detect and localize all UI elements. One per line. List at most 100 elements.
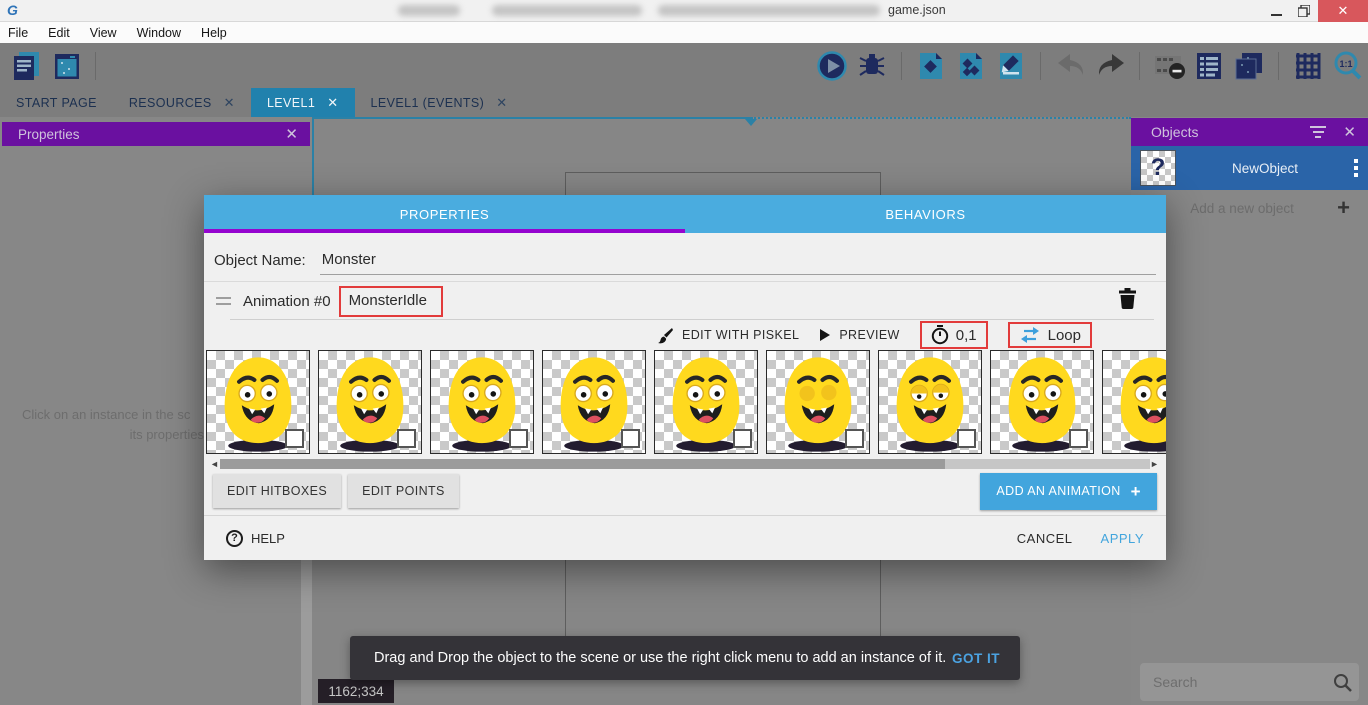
snackbar-message: Drag and Drop the object to the scene or… (374, 650, 947, 666)
scrollbar-thumb[interactable] (220, 458, 946, 469)
add-object-row[interactable]: Add a new object + (1131, 190, 1368, 226)
redacted-title-text (658, 5, 880, 16)
tab-level1[interactable]: LEVEL1 ✕ (250, 88, 355, 117)
tab-label: RESOURCES (128, 95, 212, 110)
frame-checkbox[interactable] (285, 429, 304, 448)
edit-points-button[interactable]: EDIT POINTS (348, 474, 459, 508)
loop-icon (1020, 327, 1039, 343)
frame-checkbox[interactable] (621, 429, 640, 448)
animation-frame-3[interactable] (542, 350, 646, 454)
menu-edit[interactable]: Edit (48, 25, 70, 40)
edit-hitboxes-button[interactable]: EDIT HITBOXES (213, 474, 342, 508)
monster-sprite (336, 357, 404, 452)
animation-label: Animation #0 (243, 292, 331, 310)
add-animation-button[interactable]: ADD AN ANIMATION + (980, 472, 1157, 510)
help-button[interactable]: ? HELP (226, 529, 285, 547)
animation-frame-8[interactable] (1102, 350, 1166, 454)
timer-icon (931, 325, 948, 345)
dialog-tab-bar: PROPERTIES BEHAVIORS (204, 195, 1166, 233)
frame-checkbox[interactable] (397, 429, 416, 448)
scene-scroll-marker-icon[interactable] (745, 119, 757, 126)
search-input[interactable] (1140, 663, 1359, 701)
frame-checkbox[interactable] (957, 429, 976, 448)
render-options-icon[interactable] (1153, 49, 1185, 83)
scroll-left-icon[interactable]: ◄ (210, 458, 219, 469)
frames-scrollbar[interactable]: ◄ ► (210, 458, 1160, 469)
redo-icon[interactable] (1094, 49, 1126, 83)
animation-actions-row: EDIT WITH PISKEL PREVIEW 0,1 Loop (204, 321, 1092, 349)
project-manager-icon[interactable] (10, 49, 42, 83)
filter-icon[interactable] (1309, 126, 1327, 138)
time-between-frames-input[interactable]: 0,1 (955, 326, 977, 344)
object-name-input[interactable]: Monster (319, 251, 1156, 275)
divider (204, 281, 1166, 282)
objects-list-icon[interactable] (1193, 49, 1225, 83)
properties-panel-header: Properties ✕ (2, 122, 310, 146)
drag-handle-icon[interactable] (216, 297, 231, 305)
animation-frame-2[interactable] (430, 350, 534, 454)
scroll-right-icon[interactable]: ► (1150, 458, 1159, 469)
debug-icon[interactable] (856, 49, 888, 83)
zoom-1-1-icon[interactable]: 1:1 (1332, 49, 1364, 83)
monster-sprite (784, 357, 852, 452)
title-bar: G game.json ✕ (0, 0, 1368, 22)
animation-frame-4[interactable] (654, 350, 758, 454)
start-page-icon[interactable] (50, 49, 82, 83)
got-it-button[interactable]: GOT IT (952, 650, 1000, 666)
tab-start-page[interactable]: START PAGE (0, 88, 113, 117)
animation-frame-6[interactable] (878, 350, 982, 454)
close-icon[interactable]: ✕ (327, 94, 339, 110)
tab-behaviors[interactable]: BEHAVIORS (885, 206, 966, 222)
layers-icon[interactable] (1233, 49, 1265, 83)
object-name-row: Object Name: Monster (214, 239, 1156, 275)
menu-view[interactable]: View (89, 25, 117, 40)
gdevelop-logo-icon: G (7, 2, 18, 18)
preview-button[interactable]: PREVIEW (819, 328, 899, 342)
animation-frame-1[interactable] (318, 350, 422, 454)
close-icon[interactable]: ✕ (285, 126, 298, 143)
menu-file[interactable]: File (8, 25, 29, 40)
new-events-icon[interactable] (995, 49, 1027, 83)
dialog-footer: ? HELP CANCEL APPLY (204, 515, 1166, 560)
search-icon (1333, 673, 1353, 698)
tab-level1-events-[interactable]: LEVEL1 (EVENTS) ✕ (355, 88, 524, 117)
animation-frame-5[interactable] (766, 350, 870, 454)
frame-checkbox[interactable] (845, 429, 864, 448)
scrollbar-track[interactable] (220, 458, 1150, 469)
animation-name-input[interactable]: MonsterIdle (348, 291, 427, 309)
menu-help[interactable]: Help (201, 25, 227, 40)
close-icon[interactable]: ✕ (1343, 124, 1356, 141)
edit-with-piskel-button[interactable]: EDIT WITH PISKEL (657, 327, 799, 344)
undo-icon[interactable] (1054, 49, 1086, 83)
scene-scroll-line-dotted (751, 117, 1131, 119)
apply-button[interactable]: APPLY (1100, 530, 1144, 546)
animation-frame-7[interactable] (990, 350, 1094, 454)
frame-checkbox[interactable] (1069, 429, 1088, 448)
frame-checkbox[interactable] (509, 429, 528, 448)
new-scene-icon[interactable] (915, 49, 947, 83)
loop-toggle[interactable]: Loop (1047, 326, 1081, 344)
menu-window[interactable]: Window (136, 25, 182, 40)
close-icon[interactable]: ✕ (223, 94, 235, 110)
close-icon[interactable]: ✕ (496, 94, 508, 110)
new-external-layout-icon[interactable] (955, 49, 987, 83)
close-button[interactable]: ✕ (1318, 0, 1368, 22)
redacted-title-text (398, 5, 460, 16)
object-name-label: Object Name: (214, 252, 306, 269)
frame-checkbox[interactable] (733, 429, 752, 448)
restore-button[interactable] (1290, 0, 1318, 22)
kebab-menu-icon[interactable] (1354, 159, 1358, 177)
grid-icon[interactable] (1292, 49, 1324, 83)
tab-properties[interactable]: PROPERTIES (399, 206, 490, 222)
panel-scrollbar[interactable] (301, 560, 312, 705)
cancel-button[interactable]: CANCEL (1016, 530, 1073, 546)
dialog-buttons-row: EDIT HITBOXES EDIT POINTS ADD AN ANIMATI… (213, 472, 1157, 510)
play-icon[interactable] (816, 49, 848, 83)
delete-animation-icon[interactable] (1119, 288, 1136, 314)
main-toolbar: 1:1 (0, 43, 1368, 88)
animation-frame-0[interactable] (206, 350, 310, 454)
object-list-item-newobject[interactable]: ? NewObject (1131, 146, 1368, 190)
tab-resources[interactable]: RESOURCES ✕ (113, 88, 251, 117)
minimize-button[interactable] (1262, 0, 1290, 22)
